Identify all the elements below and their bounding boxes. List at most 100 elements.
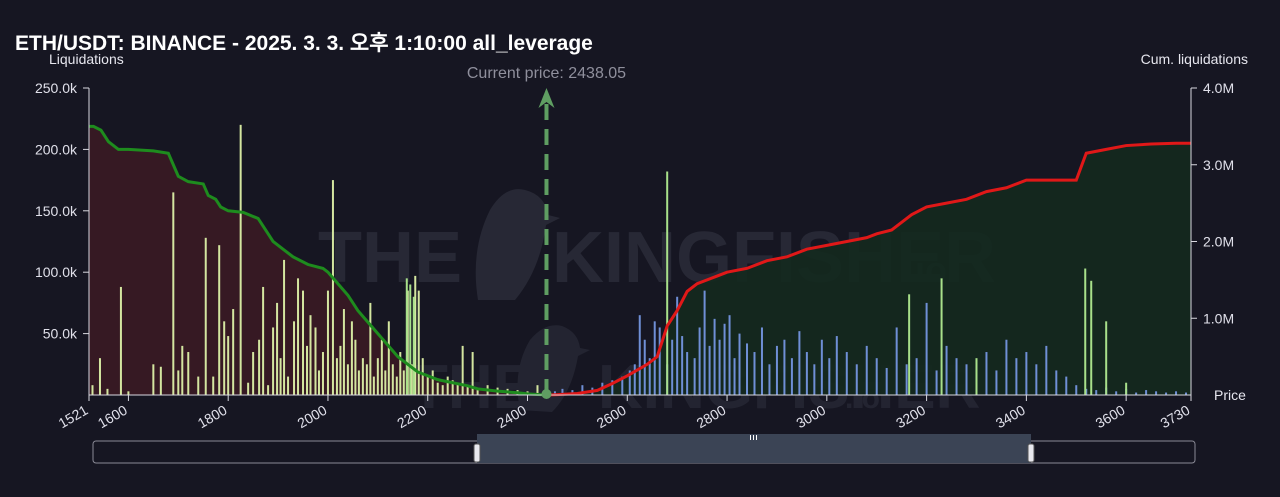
long-liquidation-bar[interactable] (441, 385, 444, 395)
highlight-liquidation-bar[interactable] (1090, 280, 1093, 395)
short-liquidation-bar[interactable] (713, 318, 716, 395)
long-liquidation-bar[interactable] (177, 370, 180, 395)
short-liquidation-bar[interactable] (728, 315, 731, 395)
short-liquidation-bar[interactable] (760, 327, 763, 395)
long-liquidation-bar[interactable] (380, 339, 383, 395)
long-liquidation-bar[interactable] (421, 358, 424, 395)
long-liquidation-bar[interactable] (476, 388, 479, 395)
highlight-liquidation-bar[interactable] (908, 294, 911, 395)
long-liquidation-bar[interactable] (436, 382, 439, 395)
short-liquidation-bar[interactable] (865, 345, 868, 395)
short-liquidation-bar[interactable] (915, 358, 918, 395)
short-liquidation-bar[interactable] (681, 336, 684, 395)
short-liquidation-bar[interactable] (658, 327, 661, 395)
long-liquidation-bar[interactable] (212, 376, 215, 395)
short-liquidation-bar[interactable] (746, 343, 749, 395)
short-liquidation-bar[interactable] (1005, 339, 1008, 395)
short-liquidation-bar[interactable] (733, 358, 736, 395)
long-liquidation-bar[interactable] (119, 286, 122, 395)
short-liquidation-bar[interactable] (783, 339, 786, 395)
long-liquidation-bar[interactable] (372, 376, 375, 395)
long-liquidation-bar[interactable] (426, 376, 429, 395)
short-liquidation-bar[interactable] (965, 364, 968, 395)
long-liquidation-bar[interactable] (451, 380, 454, 395)
short-liquidation-bar[interactable] (775, 345, 778, 395)
long-liquidation-bar[interactable] (357, 370, 360, 395)
long-liquidation-bar[interactable] (239, 124, 242, 395)
highlight-liquidation-bar[interactable] (1084, 268, 1087, 395)
long-liquidation-bar[interactable] (187, 352, 190, 395)
long-liquidation-bar[interactable] (395, 376, 398, 395)
long-liquidation-bar[interactable] (446, 376, 449, 395)
long-liquidation-bar[interactable] (384, 370, 387, 395)
long-liquidation-bar[interactable] (414, 275, 417, 395)
long-liquidation-bar[interactable] (204, 237, 207, 395)
long-liquidation-bar[interactable] (399, 352, 402, 395)
long-liquidation-bar[interactable] (218, 245, 221, 395)
long-liquidation-bar[interactable] (387, 321, 390, 395)
long-liquidation-bar[interactable] (159, 366, 162, 395)
short-liquidation-bar[interactable] (703, 290, 706, 395)
short-liquidation-bar[interactable] (1065, 376, 1068, 395)
long-liquidation-bar[interactable] (410, 364, 413, 395)
long-liquidation-bar[interactable] (283, 259, 286, 395)
long-liquidation-bar[interactable] (335, 358, 338, 395)
range-slider-left-handle[interactable] (473, 443, 481, 463)
long-liquidation-bar[interactable] (339, 345, 342, 395)
short-liquidation-bar[interactable] (1045, 345, 1048, 395)
short-liquidation-bar[interactable] (768, 364, 771, 395)
long-liquidation-bar[interactable] (417, 290, 420, 395)
long-liquidation-bar[interactable] (267, 385, 270, 395)
highlight-liquidation-bar[interactable] (975, 358, 978, 395)
short-liquidation-bar[interactable] (845, 352, 848, 395)
long-liquidation-bar[interactable] (127, 391, 130, 395)
short-liquidation-bar[interactable] (1055, 370, 1058, 395)
long-liquidation-bar[interactable] (309, 315, 312, 395)
short-liquidation-bar[interactable] (671, 339, 674, 395)
highlight-liquidation-bar[interactable] (405, 278, 408, 395)
short-liquidation-bar[interactable] (723, 323, 726, 395)
short-liquidation-bar[interactable] (676, 296, 679, 395)
short-liquidation-bar[interactable] (648, 358, 651, 395)
short-liquidation-bar[interactable] (1095, 390, 1098, 395)
long-liquidation-bar[interactable] (342, 309, 345, 395)
long-liquidation-bar[interactable] (232, 309, 235, 395)
highlight-liquidation-bar[interactable] (666, 171, 669, 396)
long-liquidation-bar[interactable] (227, 336, 230, 395)
long-liquidation-bar[interactable] (402, 370, 405, 395)
short-liquidation-bar[interactable] (621, 376, 624, 395)
short-liquidation-bar[interactable] (1035, 364, 1038, 395)
long-liquidation-bar[interactable] (466, 385, 469, 395)
long-liquidation-bar[interactable] (297, 278, 300, 395)
long-liquidation-bar[interactable] (354, 339, 357, 395)
short-liquidation-bar[interactable] (895, 327, 898, 395)
grip-lines-icon[interactable] (750, 435, 757, 440)
long-liquidation-bar[interactable] (302, 290, 305, 395)
long-liquidation-bar[interactable] (350, 321, 353, 395)
long-liquidation-bar[interactable] (314, 327, 317, 395)
highlight-liquidation-bar[interactable] (1125, 382, 1128, 395)
long-liquidation-bar[interactable] (181, 345, 184, 395)
long-liquidation-bar[interactable] (331, 180, 334, 395)
long-liquidation-bar[interactable] (197, 376, 200, 395)
range-slider[interactable] (92, 434, 1196, 464)
short-liquidation-bar[interactable] (925, 302, 928, 395)
long-liquidation-bar[interactable] (391, 364, 394, 395)
short-liquidation-bar[interactable] (611, 380, 614, 395)
short-liquidation-bar[interactable] (835, 336, 838, 395)
short-liquidation-bar[interactable] (1155, 391, 1158, 395)
short-liquidation-bar[interactable] (885, 367, 888, 395)
short-liquidation-bar[interactable] (553, 391, 556, 395)
short-liquidation-bar[interactable] (855, 364, 858, 395)
long-liquidation-bar[interactable] (317, 370, 320, 395)
long-liquidation-bar[interactable] (106, 388, 109, 395)
short-liquidation-bar[interactable] (1075, 385, 1078, 395)
short-liquidation-bar[interactable] (698, 327, 701, 395)
long-liquidation-bar[interactable] (376, 358, 379, 395)
short-liquidation-bar[interactable] (1185, 392, 1188, 395)
long-liquidation-bar[interactable] (369, 302, 372, 395)
short-liquidation-bar[interactable] (561, 388, 564, 395)
short-liquidation-bar[interactable] (813, 364, 816, 395)
short-liquidation-bar[interactable] (875, 358, 878, 395)
long-liquidation-bar[interactable] (172, 192, 175, 395)
